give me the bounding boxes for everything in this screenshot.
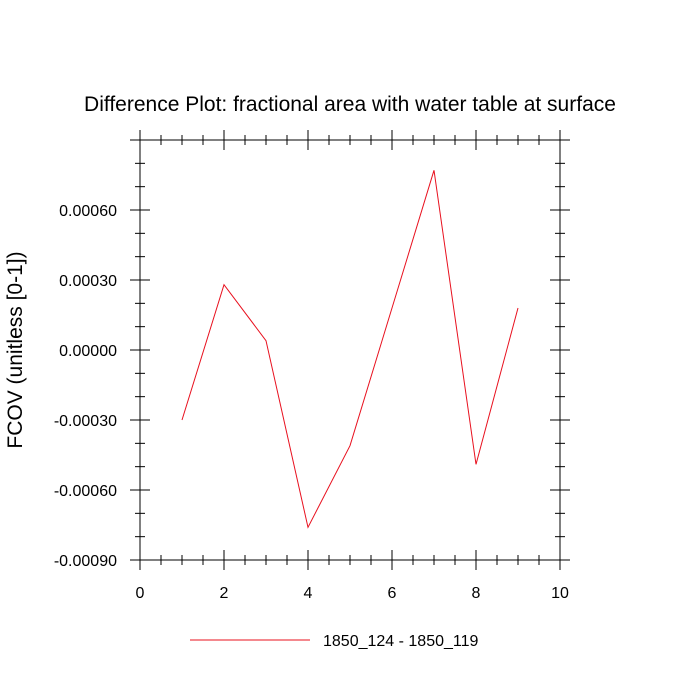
axis-ticks: [130, 130, 570, 570]
y-tick-label: -0.00030: [54, 413, 117, 430]
x-tick-label: 10: [551, 585, 569, 602]
y-tick-labels: -0.00090 -0.00060 -0.00030 0.00000 0.00030 0.…: [54, 203, 117, 570]
x-tick-labels: 0 2 4 6 8 10: [136, 585, 569, 602]
y-axis-label: FCOV (unitless [0-1]): [4, 251, 27, 448]
y-tick-label: 0.00000: [59, 343, 117, 360]
y-tick-label: 0.00030: [59, 273, 117, 290]
y-tick-label: 0.00060: [59, 203, 117, 220]
legend: 1850_124 - 1850_119: [190, 633, 479, 650]
x-tick-label: 0: [136, 585, 145, 602]
y-tick-label: -0.00060: [54, 483, 117, 500]
chart-title: Difference Plot: fractional area with wa…: [84, 93, 616, 116]
series-line: [181, 170, 519, 529]
plot-frame: [139, 139, 561, 561]
x-tick-label: 4: [304, 585, 313, 602]
x-tick-label: 6: [388, 585, 397, 602]
legend-label: 1850_124 - 1850_119: [323, 633, 479, 650]
series-layer: [181, 170, 519, 529]
y-tick-label: -0.00090: [54, 553, 117, 570]
x-tick-label: 8: [472, 585, 481, 602]
x-tick-label: 2: [220, 585, 229, 602]
